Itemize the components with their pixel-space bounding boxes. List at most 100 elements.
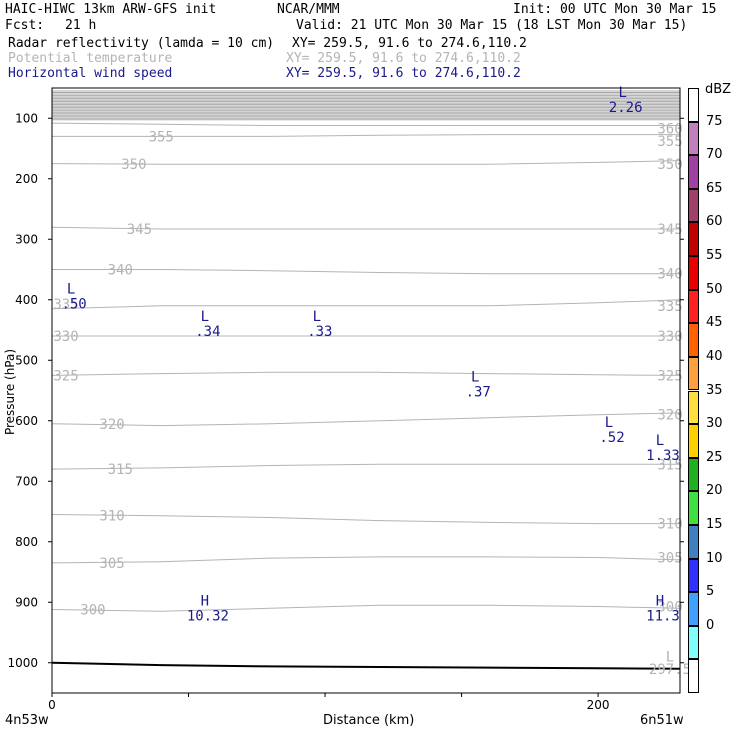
wind-extreme-marker: L xyxy=(471,369,479,385)
field-theta-name: Potential temperature xyxy=(8,51,173,66)
theta-label: 300 xyxy=(80,603,105,619)
theta-label: 320 xyxy=(657,408,682,424)
theta-label: 315 xyxy=(657,457,682,473)
colorbar-tick-label: 5 xyxy=(706,584,715,600)
colorbar-swatch xyxy=(688,121,699,156)
theta-contour-355 xyxy=(52,134,680,137)
colorbar-swatch xyxy=(688,390,699,425)
colorbar-swatch xyxy=(688,524,699,559)
colorbar-swatch xyxy=(688,356,699,391)
colorbar-tick-label: 40 xyxy=(706,348,723,364)
field-reflectivity-xy: XY= 259.5, 91.6 to 274.6,110.2 xyxy=(292,36,527,51)
theta-contour-310 xyxy=(51,514,680,525)
colorbar-swatch xyxy=(688,323,699,357)
wind-extreme-value: 2.26 xyxy=(609,100,643,116)
colorbar-tick-label: 15 xyxy=(706,516,723,532)
theta-contour-315 xyxy=(51,463,680,470)
wind-extreme-marker: L xyxy=(67,282,75,298)
wind-extreme-value: 1.33 xyxy=(646,448,680,464)
left-endpoint: 4n53w xyxy=(5,713,49,728)
x-tick-label: 200 xyxy=(587,698,610,712)
wind-extreme-value: .50 xyxy=(61,297,86,313)
colorbar-tick-label: 0 xyxy=(706,617,715,633)
theta-label: 325 xyxy=(53,368,78,384)
theta-label: 305 xyxy=(657,550,682,566)
theta-contour-320 xyxy=(51,412,681,427)
colorbar-tick-label: 55 xyxy=(706,248,723,264)
wind-extreme-value: .34 xyxy=(195,324,220,340)
theta-label: 300 xyxy=(657,599,682,615)
colorbar-swatch xyxy=(688,457,699,492)
wind-extreme-marker: H xyxy=(201,593,209,609)
colorbar-tick-label: 65 xyxy=(706,180,723,196)
theta-contour-360 xyxy=(51,122,680,126)
colorbar-swatch xyxy=(688,558,699,593)
y-tick-label: 1000 xyxy=(7,656,38,670)
theta-contour-335 xyxy=(51,299,681,310)
init-time: Init: 00 UTC Mon 30 Mar 15 xyxy=(513,2,717,17)
y-tick-label: 100 xyxy=(15,111,38,125)
colorbar-swatch xyxy=(688,491,699,525)
theta-label: 310 xyxy=(657,517,682,533)
theta-label: 335 xyxy=(53,297,78,313)
wind-extreme-marker: L xyxy=(605,415,613,431)
colorbar-swatch xyxy=(688,256,699,290)
colorbar-tick-label: 50 xyxy=(706,281,723,297)
theta-label: 315 xyxy=(108,462,133,478)
theta-label: 310 xyxy=(99,509,124,525)
theta-label: 360 xyxy=(657,122,682,138)
theta-label: 330 xyxy=(53,329,78,345)
colorbar-swatch xyxy=(688,592,699,626)
terrain-surface xyxy=(51,661,681,670)
wind-extreme-value: .52 xyxy=(599,430,624,446)
theta-label: 350 xyxy=(121,157,146,173)
theta-label: 355 xyxy=(657,134,682,150)
theta-label: 350 xyxy=(657,157,682,173)
y-tick-label: 800 xyxy=(15,535,38,549)
field-theta-xy: XY= 259.5, 91.6 to 274.6,110.2 xyxy=(286,51,521,66)
colorbar-tick-label: 30 xyxy=(706,416,723,432)
theta-label: 320 xyxy=(99,417,124,433)
theta-contour-300 xyxy=(51,604,681,612)
theta-label: 345 xyxy=(127,222,152,238)
theta-contour-325 xyxy=(51,371,681,376)
y-tick-label: 200 xyxy=(15,172,38,186)
colorbar-swatch xyxy=(688,289,699,324)
wind-extreme-marker: L xyxy=(656,433,664,449)
theta-label: 340 xyxy=(657,267,682,283)
wind-extreme-value: .33 xyxy=(307,324,332,340)
colorbar-tick-label: 20 xyxy=(706,483,723,499)
colorbar-swatch xyxy=(688,222,699,257)
colorbar-swatch xyxy=(688,424,699,458)
forecast-label: Fcst: xyxy=(5,18,45,33)
plot-frame xyxy=(51,87,681,694)
model-title: HAIC-HIWC 13km ARW-GFS init xyxy=(5,2,217,17)
colorbar-swatch xyxy=(688,659,699,693)
y-tick-label: 300 xyxy=(15,232,38,246)
colorbar-tick-label: 70 xyxy=(706,147,723,163)
y-tick-label: 600 xyxy=(15,414,38,428)
colorbar-swatch xyxy=(688,88,699,122)
theta-label: 305 xyxy=(99,556,124,572)
y-tick-label: 900 xyxy=(15,595,38,609)
theta-contours xyxy=(51,122,681,612)
wind-extreme-marker: L xyxy=(618,85,626,101)
axes: 100 200 300 400 500 600 700 800 900 1000 0 200 xyxy=(7,111,684,712)
wind-extreme-marker: H xyxy=(656,593,664,609)
colorbar-swatch xyxy=(688,188,699,223)
y-tick-label: 500 xyxy=(15,353,38,367)
x-tick-label: 0 xyxy=(48,698,56,712)
forecast-hour: 21 h xyxy=(65,18,97,33)
org-label: NCAR/MMM xyxy=(277,2,340,17)
terrain-line xyxy=(51,661,681,670)
theta-contour-345 xyxy=(51,226,680,230)
theta-label: 355 xyxy=(149,129,174,145)
wind-extreme-marker: L xyxy=(313,309,321,325)
colorbar-tick-label: 75 xyxy=(706,113,723,129)
theta-contour-340 xyxy=(52,269,680,275)
colorbar-swatch xyxy=(688,625,699,660)
theta-label: 340 xyxy=(108,263,133,279)
colorbar-tick-label: 25 xyxy=(706,449,723,465)
right-endpoint: 6n51w xyxy=(640,713,684,728)
theta-label: 325 xyxy=(657,368,682,384)
